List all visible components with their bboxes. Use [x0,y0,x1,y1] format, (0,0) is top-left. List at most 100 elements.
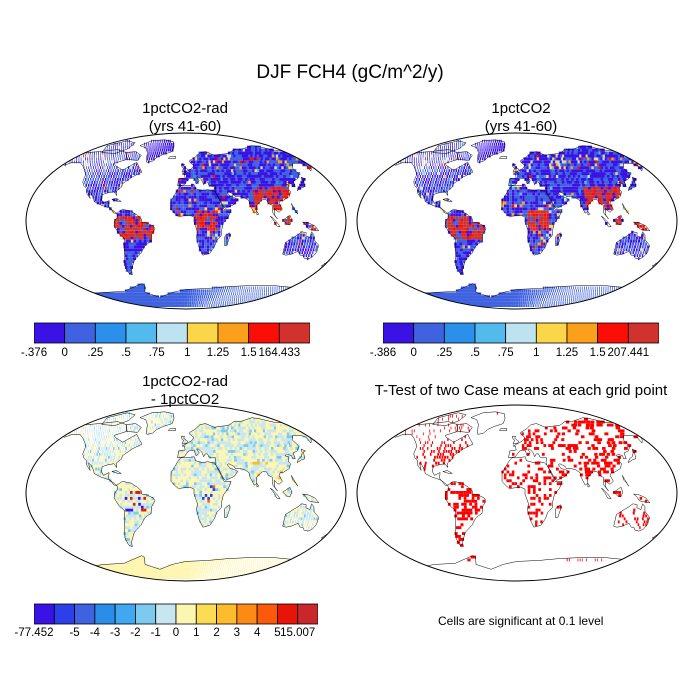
grid-cell [254,178,259,181]
grid-cell [548,175,552,178]
grid-cell [423,151,424,155]
grid-cell [85,154,87,158]
grid-cell [456,233,459,237]
grid-cell [236,151,240,155]
grid-cell [86,175,88,178]
grid-cell [177,304,180,307]
grid-cell [559,301,561,305]
grid-cell [246,151,251,155]
grid-cell [103,163,105,167]
grid-cell [301,295,303,299]
grid-cell [87,154,89,158]
grid-cell [611,180,616,184]
grid-cell [549,224,552,228]
grid-cell [230,160,234,164]
grid-cell [526,172,530,175]
grid-cell [268,163,272,167]
grid-cell [109,186,112,190]
grid-cell [532,230,536,234]
grid-cell [531,172,534,175]
grid-cell [114,224,117,228]
grid-cell [198,175,201,178]
grid-cell [303,254,305,258]
grid-cell [191,298,194,302]
grid-cell [589,166,593,170]
grid-cell [458,166,461,170]
grid-cell [96,175,98,178]
grid-cell [426,304,432,307]
grid-cell [619,298,620,302]
grid-cell [450,233,454,237]
grid-cell [240,148,245,152]
grid-cell [250,304,251,307]
grid-cell [599,289,600,293]
grid-cell [175,198,179,202]
grid-cell [241,183,245,187]
grid-cell [477,230,480,234]
grid-cell [282,292,284,296]
grid-cell [100,301,106,305]
grid-cell [286,166,290,170]
grid-cell [556,178,560,181]
grid-cell [238,151,242,155]
grid-cell [245,192,249,196]
grid-cell [519,292,521,296]
grid-cell [564,169,568,173]
grid-cell [589,195,593,199]
grid-cell [529,154,533,158]
grid-cell [84,295,90,299]
grid-cell [522,298,525,302]
grid-cell [452,154,454,158]
grid-cell [276,183,280,187]
grid-cell [135,298,140,302]
grid-cell [588,151,593,155]
grid-cell [122,227,125,231]
grid-cell [532,204,536,208]
grid-cell [568,192,572,196]
grid-cell [204,230,208,234]
grid-cell [78,301,85,305]
grid-cell [223,304,225,307]
grid-cell [239,304,241,307]
grid-cell [448,169,450,173]
grid-cell [535,292,537,296]
grid-cell [262,166,267,170]
grid-cell [624,175,628,178]
coastline-madagascar [554,232,562,246]
grid-cell [548,230,552,234]
grid-cell [283,189,287,193]
grid-cell [623,245,626,249]
grid-cell [458,251,461,255]
grid-cell [89,576,96,579]
grid-cell [287,169,292,173]
grid-cell [279,295,281,299]
grid-cell [613,186,617,190]
grid-cell [595,301,596,305]
grid-cell [258,301,260,305]
grid-cell [148,295,152,299]
grid-cell [425,160,426,164]
grid-cell [601,289,603,293]
grid-cell [110,169,112,173]
grid-cell [421,163,422,167]
grid-cell [292,151,298,155]
grid-cell [209,304,210,307]
grid-cell [588,160,593,164]
grid-cell [564,180,568,184]
grid-cell [610,183,614,187]
grid-cell [543,301,544,305]
grid-cell [606,163,610,167]
grid-cell [175,576,178,579]
grid-cell [597,292,598,296]
grid-cell [135,230,139,234]
grid-cell [579,172,583,175]
grid-cell [205,304,207,307]
grid-cell [554,216,557,219]
grid-cell [75,151,76,155]
grid-cell [616,189,621,193]
grid-cell [586,295,588,299]
grid-cell [191,576,193,579]
grid-cell [189,298,192,302]
grid-cell [210,227,213,231]
grid-cell [130,239,134,243]
